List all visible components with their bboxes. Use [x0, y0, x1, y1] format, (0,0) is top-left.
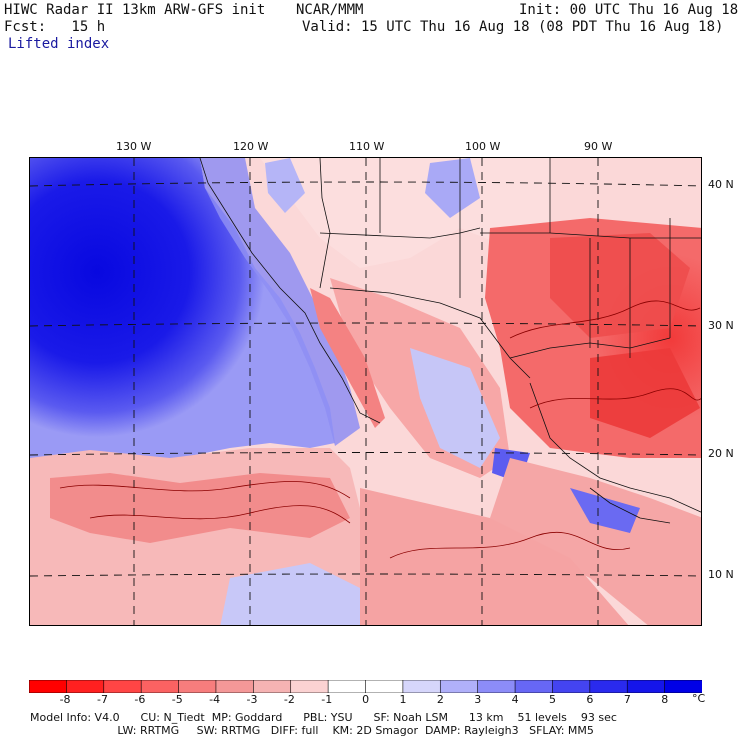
southeast-core: [550, 233, 690, 338]
colorbar-swatch: [439, 680, 479, 693]
lon-label-90w: 90 W: [584, 140, 613, 153]
south-blue-patch: [220, 563, 360, 625]
lon-label-130w: 130 W: [116, 140, 152, 153]
colorbar-tick-label: 7: [623, 693, 631, 706]
colorbar-swatch: [290, 680, 329, 693]
nw-blue-patch: [265, 158, 305, 213]
lon-label-110w: 110 W: [349, 140, 385, 153]
colorbar: [29, 680, 702, 693]
model-title: HIWC Radar II 13km ARW-GFS init: [4, 2, 266, 18]
lat-label-20n: 20 N: [708, 447, 734, 460]
coastal-transition: [200, 158, 360, 446]
lat-label-10n: 10 N: [708, 568, 734, 581]
colorbar-swatch: [66, 680, 105, 693]
colorbar-tick-label: -5: [171, 693, 183, 706]
colorbar-tick-label: 3: [474, 693, 482, 706]
colorbar-swatch: [477, 680, 516, 693]
colorbar-tick-label: -6: [134, 693, 146, 706]
li-contours: [59, 300, 701, 559]
colorbar-swatch: [589, 680, 629, 693]
colorbar-swatch: [664, 680, 702, 693]
lon-label-120w: 120 W: [233, 140, 269, 153]
lat-label-40n: 40 N: [708, 178, 734, 191]
colorbar-unit: °C: [692, 692, 706, 705]
rockies-blue-patch: [425, 158, 480, 218]
colorbar-tick-label: 0: [362, 693, 370, 706]
init-time: Init: 00 UTC Thu 16 Aug 18: [519, 2, 739, 18]
colorbar-swatch: [103, 680, 142, 693]
colorbar-tick-label: -8: [59, 693, 71, 706]
field-name: Lifted index: [8, 36, 110, 52]
colorbar-swatch: [178, 680, 217, 693]
ocean-stable-region: [30, 158, 335, 458]
colorbar-tick-label: 1: [399, 693, 407, 706]
colorbar-tick-label: 5: [549, 693, 557, 706]
valid-time: Valid: 15 UTC Thu 16 Aug 18 (08 PDT Thu …: [302, 19, 724, 35]
lat-label-30n: 30 N: [708, 319, 734, 332]
colorbar-swatch: [253, 680, 292, 693]
colorbar-tick-label: 8: [661, 693, 669, 706]
gulf-core: [590, 348, 700, 438]
colorbar-tick-label: 4: [511, 693, 519, 706]
colorbar-swatch: [552, 680, 591, 693]
colorbar-tick-label: -3: [246, 693, 258, 706]
central-america-field: [490, 458, 701, 625]
colorbar-swatch: [402, 680, 442, 693]
colorbar-swatch: [327, 680, 367, 693]
colorbar-swatch: [215, 680, 255, 693]
colorbar-swatch: [514, 680, 554, 693]
colorbar-tick-label: -1: [321, 693, 333, 706]
colorbar-tick-label: 2: [436, 693, 444, 706]
lon-label-100w: 100 W: [465, 140, 501, 153]
model-info-line-1: Model Info: V4.0 CU: N_Tiedt MP: Goddard…: [30, 711, 617, 724]
eastern-pacific-field: [360, 488, 629, 625]
colorbar-tick-label: -7: [96, 693, 108, 706]
colorbar-swatch: [626, 680, 666, 693]
organization-label: NCAR/MMM: [296, 2, 364, 18]
interior-west-field: [260, 158, 550, 268]
itcz-unstable-band: [50, 473, 350, 543]
graticule: [30, 158, 701, 625]
colorbar-swatch: [140, 680, 180, 693]
lifted-index-map: [29, 157, 702, 626]
colorbar-tick-label: 6: [586, 693, 594, 706]
map-canvas: [30, 158, 701, 625]
sierra-blue-zone: [410, 348, 500, 468]
central-america-blue: [570, 488, 640, 533]
colorbar-tick-label: -4: [209, 693, 221, 706]
political-borders: [199, 158, 701, 524]
colorbar-swatch: [365, 680, 404, 693]
model-info-line-2: LW: RRTMG SW: RRTMG DIFF: full KM: 2D Sm…: [30, 724, 594, 737]
colorbar-tick-label: -2: [283, 693, 295, 706]
forecast-hour: Fcst: 15 h: [4, 19, 106, 35]
colorbar-swatch: [29, 680, 68, 693]
